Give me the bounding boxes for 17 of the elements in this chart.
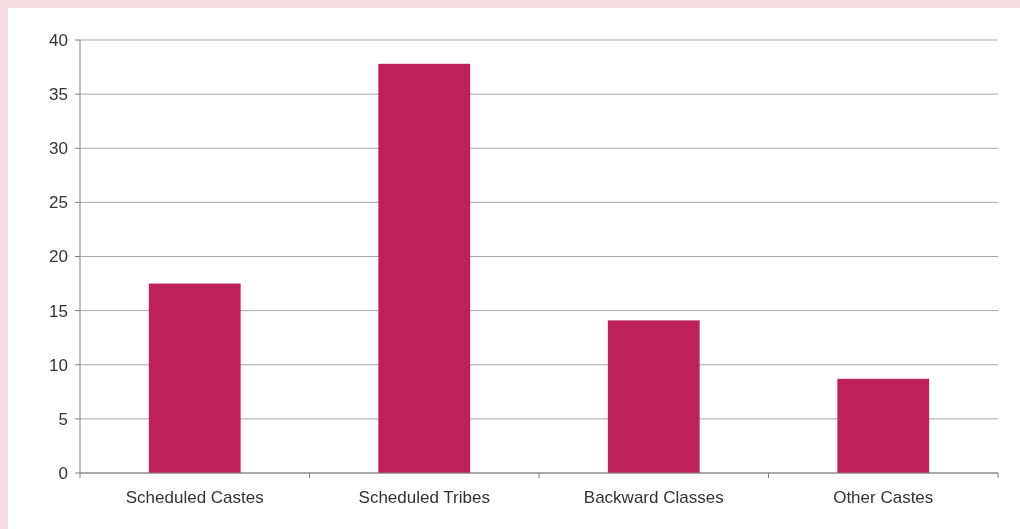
y-tick-label: 0 <box>58 463 68 483</box>
y-tick-label: 20 <box>49 247 68 267</box>
y-tick-label: 35 <box>49 85 68 105</box>
y-tick-label: 30 <box>49 139 68 159</box>
x-tick-label: Backward Classes <box>583 488 724 507</box>
y-tick-label: 25 <box>49 193 68 213</box>
bar <box>378 63 471 473</box>
y-tick-label: 5 <box>58 409 68 429</box>
y-tick-label: 10 <box>49 355 68 375</box>
bar <box>837 378 930 473</box>
x-tick-label: Scheduled Castes <box>125 488 264 507</box>
y-tick-label: 15 <box>49 301 68 321</box>
bar <box>148 283 241 473</box>
y-tick-label: 40 <box>49 30 68 50</box>
x-tick-label: Other Castes <box>833 488 934 507</box>
bar <box>607 320 700 473</box>
x-tick-label: Scheduled Tribes <box>358 488 490 507</box>
